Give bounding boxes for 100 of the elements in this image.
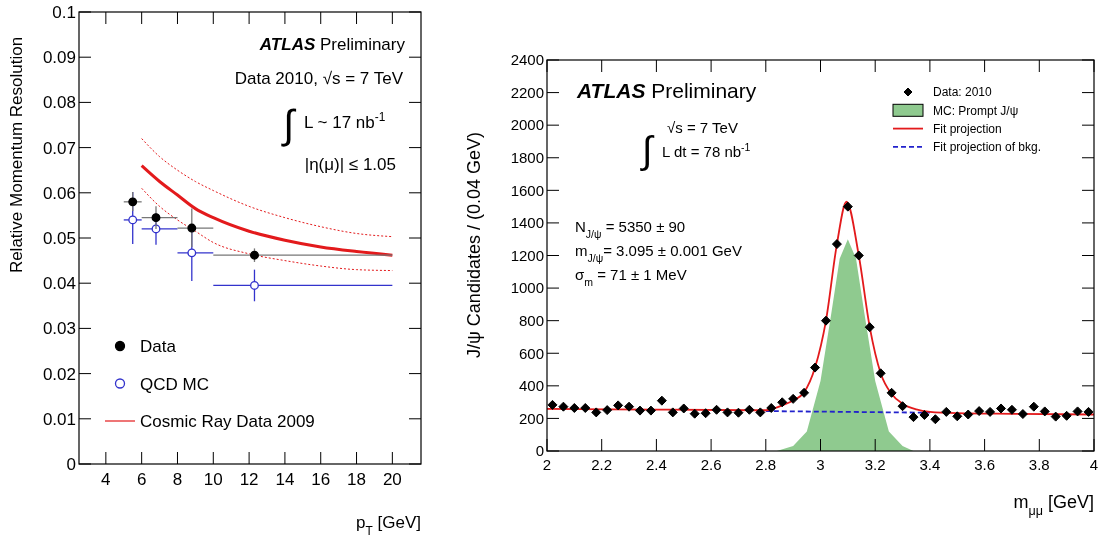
y-tick-label: 0: [66, 454, 76, 474]
point: [624, 401, 635, 412]
y-tick-label: 600: [518, 344, 544, 362]
x-tick-label: 14: [275, 470, 295, 489]
x-tick-label: 3: [816, 456, 825, 473]
x-axis-title: m$_{μμ}$ [GeV]: [1013, 492, 1094, 518]
y-tick-label: 0.03: [42, 319, 76, 339]
point: [1017, 409, 1028, 420]
x-tick-label: 4: [1089, 456, 1099, 473]
point: [853, 250, 864, 261]
point: [1050, 411, 1061, 422]
point: [985, 406, 996, 417]
point: [996, 403, 1007, 414]
point: [875, 368, 886, 379]
x-tick-label: 3.6: [974, 456, 996, 473]
legend-label: Data: 2010: [933, 85, 993, 100]
x-tick-label: 4: [101, 470, 111, 489]
point: [799, 387, 810, 398]
x-tick-label: 8: [172, 470, 183, 489]
point: [187, 248, 197, 258]
y-tick-label: 400: [518, 377, 544, 395]
y-tick-label: 2200: [510, 83, 544, 101]
y-tick-label: 0.09: [42, 48, 76, 68]
annotation: ATLAS Preliminary: [258, 35, 406, 54]
point: [711, 404, 722, 415]
point: [842, 201, 853, 212]
annotation: L dt = 78 nb$^{-1}$: [662, 141, 751, 160]
point: [678, 403, 689, 414]
point: [634, 405, 645, 416]
point: [689, 408, 700, 419]
point: [820, 315, 831, 326]
point: [831, 239, 842, 250]
annotation: √s = 7 TeV: [667, 119, 738, 136]
point: [1006, 404, 1017, 415]
x-tick-label: 2.8: [755, 456, 777, 473]
point: [974, 406, 985, 417]
x-tick-label: 12: [239, 470, 259, 489]
x-tick-label: 10: [203, 470, 223, 489]
point: [667, 407, 678, 418]
point: [250, 281, 259, 290]
point: [919, 410, 930, 420]
point: [755, 407, 766, 418]
point: [886, 387, 897, 398]
y-tick-label: 1200: [510, 246, 544, 264]
point: [941, 406, 952, 417]
point: [963, 409, 974, 420]
point: [151, 213, 161, 223]
y-tick-label: 1400: [510, 214, 544, 232]
point: [1083, 406, 1094, 417]
point: [547, 399, 558, 410]
point: [645, 405, 656, 416]
annotation: L ~ 17 nb$^{-1}$: [304, 110, 386, 132]
point: [1039, 406, 1050, 417]
annotation: Data 2010, √s = 7 TeV: [234, 69, 404, 88]
annotation: N$_{J/ψ}$ = 5350 ± 90: [575, 218, 686, 240]
x-tick-label: 3.4: [919, 456, 941, 473]
annotation: ∫: [640, 129, 655, 172]
annotation: ∫: [281, 102, 297, 147]
point: [1061, 410, 1072, 421]
point: [558, 401, 569, 412]
x-tick-label: 2.6: [700, 456, 722, 473]
legend-label: Data: [140, 337, 177, 357]
legend-label: Fit projection: [933, 121, 1002, 136]
point: [187, 223, 197, 233]
point: [777, 397, 788, 408]
annotation: m$_{J/ψ}$= 3.095 ± 0.001 GeV: [575, 242, 742, 264]
y-tick-label: 0.06: [42, 183, 76, 203]
y-tick-label: 2400: [510, 51, 544, 69]
line-series: [141, 187, 393, 272]
y-tick-label: 1000: [510, 279, 544, 297]
point: [864, 322, 875, 333]
y-tick-label: 0: [535, 442, 544, 460]
point: [128, 197, 138, 207]
y-tick-label: 0.01: [42, 409, 76, 429]
y-axis-title: J/ψ Candidates / (0.04 GeV): [464, 132, 484, 358]
y-tick-label: 2000: [510, 116, 544, 134]
point: [128, 215, 138, 225]
point: [810, 362, 821, 373]
annotation: σ$_{m}$ = 71 ± 1 MeV: [575, 266, 687, 288]
point: [744, 404, 755, 415]
point: [1072, 406, 1083, 417]
legend-label: Fit projection of bkg.: [933, 140, 1042, 155]
y-tick-label: 0.1: [52, 2, 76, 22]
x-tick-label: 3.2: [864, 456, 886, 473]
x-tick-label: 2: [542, 456, 552, 473]
point: [656, 395, 667, 406]
y-tick-label: 200: [518, 409, 544, 427]
legend-label: MC: Prompt J/ψ: [933, 103, 1019, 118]
point: [788, 393, 799, 404]
y-tick-label: 0.07: [42, 138, 76, 158]
y-tick-label: 0.05: [42, 228, 76, 248]
y-axis-title: Relative Momentum Resolution: [7, 36, 26, 274]
point: [733, 407, 744, 418]
point: [1028, 401, 1039, 412]
point: [930, 414, 941, 425]
annotation: ATLAS Preliminary: [576, 79, 757, 102]
point: [613, 400, 624, 411]
point: [700, 408, 711, 419]
point: [580, 402, 591, 413]
point: [591, 407, 602, 418]
